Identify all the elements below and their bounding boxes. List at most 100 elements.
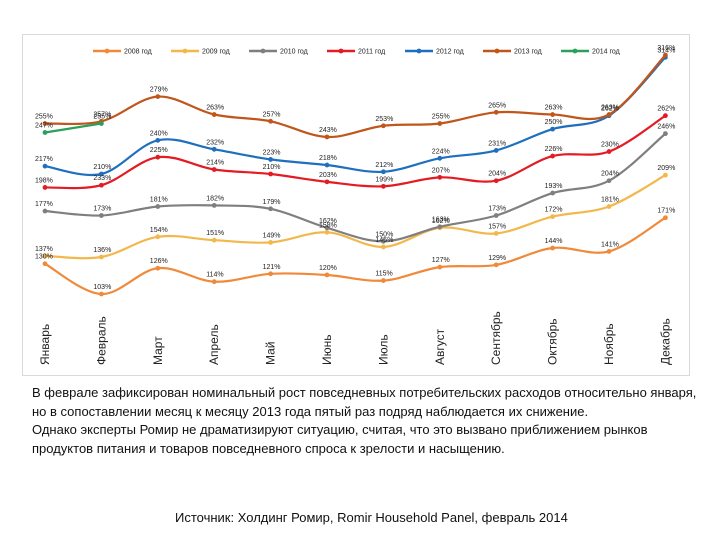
data-label-1-9: 129% — [488, 255, 506, 262]
legend-label-2: 2009 год — [202, 49, 230, 56]
data-label-6-4: 263% — [206, 105, 224, 112]
data-label-5-3: 240% — [150, 130, 168, 137]
legend-label-4: 2011 год — [358, 49, 385, 56]
data-label-3-12: 246% — [657, 124, 675, 131]
data-label-5-7: 212% — [375, 162, 393, 169]
data-point-1-2 — [99, 291, 104, 297]
data-point-2-2 — [99, 254, 104, 260]
data-point-4-1 — [42, 185, 48, 190]
data-point-1-8 — [437, 264, 443, 270]
data-point-5-10 — [550, 126, 555, 132]
data-label-5-9: 231% — [488, 140, 506, 147]
data-point-1-5 — [268, 271, 273, 277]
data-label-5-2: 210% — [93, 164, 111, 171]
data-point-5-7 — [381, 169, 386, 175]
data-point-6-12 — [663, 52, 668, 58]
data-label-3-6: 162% — [319, 218, 337, 225]
data-label-1-8: 127% — [432, 257, 450, 264]
data-point-4-8 — [437, 174, 443, 180]
x-tick-label-8: Август — [433, 328, 447, 365]
data-label-1-10: 144% — [545, 238, 563, 245]
data-point-2-9 — [493, 231, 499, 236]
data-label-3-9: 173% — [488, 206, 506, 213]
chart-area: 2008 год 2009 год 2010 год 2011 год 2012 год… — [22, 34, 690, 376]
data-point-2-10 — [550, 214, 555, 220]
data-point-2-11 — [606, 204, 612, 209]
data-point-6-5 — [268, 118, 273, 124]
commentary: В феврале зафиксирован номинальный рост … — [32, 384, 702, 458]
data-point-3-9 — [493, 213, 499, 218]
data-label-4-7: 199% — [375, 176, 393, 183]
chart-legend: 2008 год 2009 год 2010 год 2011 год 2012 год… — [93, 49, 620, 56]
series-lines — [42, 52, 668, 297]
data-label-4-6: 203% — [319, 172, 337, 179]
x-tick-label-11: Ноябрь — [602, 323, 616, 365]
data-label-2-11: 181% — [601, 197, 619, 204]
data-point-5-6 — [324, 162, 330, 168]
data-point-1-11 — [606, 249, 612, 254]
legend-label-6: 2013 год — [514, 49, 542, 56]
series-line-1 — [44, 216, 666, 296]
series-line-5 — [44, 56, 667, 177]
data-label-5-6: 218% — [319, 155, 337, 162]
x-tick-label-12: Декабрь — [658, 318, 672, 365]
x-axis-ticks: Январь Февраль Март Апрель Май Июнь Июль Август… — [38, 311, 672, 365]
data-label-1-2: 103% — [93, 284, 111, 291]
data-label-2-7: 145% — [375, 237, 393, 244]
legend-label-3: 2010 год — [280, 49, 308, 56]
data-label-1-11: 141% — [601, 241, 619, 248]
data-label-4-9: 204% — [488, 171, 506, 178]
data-label-6-3: 279% — [150, 87, 168, 94]
data-label-1-4: 114% — [206, 272, 223, 279]
data-point-7-1 — [42, 130, 48, 135]
data-point-5-8 — [437, 155, 443, 161]
data-label-4-2: 233% — [93, 175, 111, 182]
x-tick-label-6: Июнь — [320, 334, 334, 365]
data-point-5-3 — [155, 137, 161, 143]
x-tick-label-2: Февраль — [94, 316, 108, 365]
legend-label-1: 2008 год — [124, 49, 152, 56]
data-point-4-3 — [155, 154, 161, 160]
data-point-6-6 — [324, 134, 330, 140]
data-label-6-7: 253% — [375, 116, 393, 123]
legend-marker-7 — [572, 48, 578, 54]
data-point-6-11 — [606, 112, 612, 117]
data-point-3-8 — [437, 224, 443, 230]
data-point-2-3 — [155, 234, 161, 240]
data-label-6-8: 255% — [432, 114, 450, 121]
data-point-1-10 — [550, 245, 555, 251]
data-label-4-4: 214% — [206, 160, 224, 167]
data-point-3-1 — [42, 208, 48, 214]
data-point-5-4 — [211, 146, 217, 152]
data-point-3-12 — [663, 131, 668, 137]
data-point-2-12 — [663, 172, 668, 178]
data-label-3-11: 204% — [601, 171, 619, 178]
data-label-4-11: 230% — [601, 142, 619, 149]
data-label-2-10: 172% — [545, 207, 563, 214]
data-point-2-4 — [211, 237, 217, 243]
line-chart: 2008 год 2009 год 2010 год 2011 год 2012 год… — [35, 45, 675, 365]
data-point-1-4 — [211, 279, 217, 285]
data-label-5-12: 314% — [657, 47, 675, 54]
x-tick-label-3: Март — [151, 336, 165, 365]
data-label-2-1: 137% — [35, 246, 53, 253]
data-label-3-5: 179% — [263, 199, 281, 206]
data-point-5-9 — [493, 148, 499, 153]
data-label-5-4: 232% — [206, 139, 224, 146]
data-point-4-11 — [606, 149, 612, 154]
data-point-4-12 — [663, 113, 668, 119]
legend-marker-5 — [416, 48, 422, 54]
data-label-2-9: 157% — [488, 223, 506, 230]
data-point-6-9 — [493, 109, 499, 115]
data-label-2-2: 136% — [93, 247, 111, 254]
data-label-6-10: 263% — [545, 105, 563, 112]
data-label-6-2: 257% — [93, 111, 111, 118]
data-label-3-2: 173% — [93, 206, 111, 213]
data-label-4-12: 262% — [657, 106, 675, 113]
data-label-6-5: 257% — [263, 111, 281, 118]
data-point-5-1 — [42, 163, 48, 169]
data-point-6-8 — [437, 121, 443, 126]
data-label-1-5: 121% — [263, 264, 281, 271]
data-label-5-11: 262% — [601, 106, 619, 113]
data-label-1-1: 130% — [35, 254, 53, 261]
